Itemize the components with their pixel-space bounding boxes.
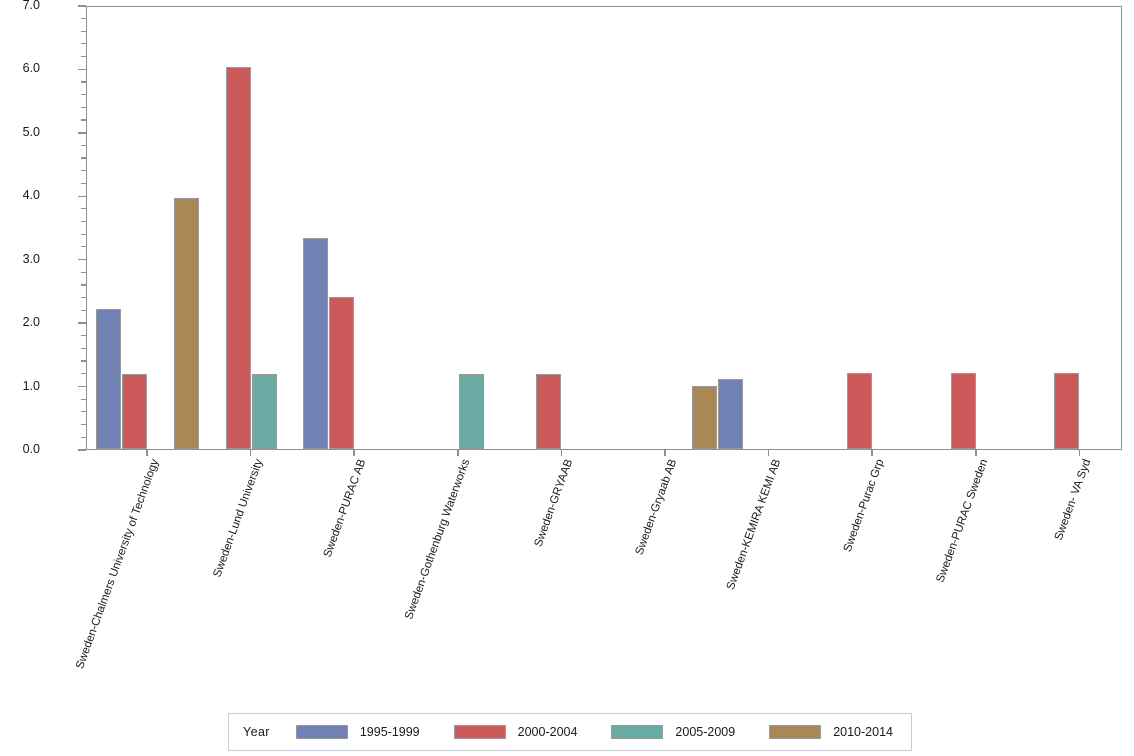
- y-axis-tick-minor: [81, 119, 86, 121]
- legend-entries: 1995-1999 2000-2004 2005-2009 2010-2014: [295, 725, 927, 739]
- y-axis-tick-minor: [81, 220, 86, 223]
- y-axis-tick-minor: [81, 144, 86, 146]
- y-axis-tick-major: [78, 322, 86, 324]
- x-axis-tick-label-text: Sweden-Lund University: [211, 457, 265, 579]
- x-axis-tick-label-text: Sweden-PURAC Sweden: [934, 457, 991, 585]
- y-axis-tick-minor: [81, 423, 86, 426]
- y-axis-tick-major: [78, 385, 86, 388]
- bars-layer: [87, 7, 1121, 449]
- bar: [536, 373, 562, 449]
- y-axis-tick-minor: [81, 17, 86, 20]
- y-axis-tick-label: 3.0: [22, 251, 40, 266]
- y-axis-tick-major: [78, 195, 86, 198]
- y-axis-tick-minor: [81, 411, 86, 413]
- y-axis-tick-major: [78, 5, 86, 7]
- x-axis-tick: [767, 450, 770, 456]
- x-axis-tick: [560, 450, 563, 456]
- x-axis-tick-label-text: Sweden- VA Syd: [1053, 457, 1094, 543]
- y-axis-tick-minor: [81, 373, 86, 375]
- y-axis-tick-label: 6.0: [22, 61, 40, 76]
- legend-swatch: [295, 725, 348, 739]
- x-axis-tick-label-text: Sweden-Purac Grp: [841, 457, 887, 554]
- bar: [847, 372, 873, 449]
- y-axis-tick-minor: [81, 347, 86, 349]
- legend-swatch: [769, 725, 822, 739]
- legend-entry[interactable]: 2000-2004: [453, 725, 578, 739]
- x-axis-tick: [664, 450, 666, 456]
- x-axis-tick-label-text: Sweden-Gothenburg Waterworks: [402, 457, 473, 622]
- legend-swatch: [611, 725, 664, 739]
- y-axis-tick-minor: [81, 233, 86, 235]
- x-axis-tick-label-text: Sweden-PURAC AB: [321, 457, 369, 560]
- y-axis-tick-major: [78, 449, 86, 451]
- x-axis-tick: [975, 450, 977, 456]
- y-axis-tick-minor: [81, 246, 86, 248]
- y-axis-tick-minor: [81, 182, 86, 185]
- legend-entry[interactable]: 1995-1999: [295, 725, 420, 739]
- bar: [251, 374, 277, 449]
- legend-label: 2010-2014: [833, 725, 893, 739]
- y-axis-tick-minor: [81, 81, 86, 83]
- y-axis-tick-label: 2.0: [22, 315, 40, 330]
- y-axis-tick-minor: [81, 271, 86, 273]
- x-axis-tick: [871, 450, 873, 456]
- y-axis-tick-label: 0.0: [22, 442, 40, 456]
- x-axis-tick: [1078, 450, 1081, 456]
- y-axis-tick-minor: [81, 30, 86, 32]
- y-axis-tick-minor: [81, 398, 86, 400]
- y-axis-tick-minor: [81, 208, 86, 210]
- bar: [225, 67, 251, 449]
- legend-swatch: [453, 725, 506, 739]
- x-axis-tick-label-text: Sweden-GRYAAB: [532, 457, 576, 549]
- y-axis-tick-label: 7.0: [22, 0, 40, 12]
- bar: [303, 238, 329, 449]
- chart-legend: Year 1995-1999 2000-2004 2005-2009 2010-201…: [228, 713, 912, 751]
- bar: [122, 373, 147, 449]
- y-axis-tick-minor: [81, 297, 86, 299]
- y-axis-tick-minor: [81, 157, 86, 159]
- bar: [96, 309, 121, 449]
- y-axis-tick-minor: [81, 360, 86, 362]
- bar: [692, 386, 717, 449]
- y-axis-tick-minor: [81, 55, 86, 58]
- legend-label: 1995-1999: [359, 725, 420, 739]
- x-axis-tick: [457, 450, 459, 456]
- bar: [1054, 372, 1080, 449]
- y-axis-tick-minor: [81, 335, 86, 337]
- y-axis-tick-major: [78, 68, 86, 71]
- plot-area: [86, 6, 1122, 450]
- legend-label: 2000-2004: [517, 725, 578, 739]
- legend-entry[interactable]: 2005-2009: [611, 725, 735, 739]
- y-axis-tick-major: [78, 132, 86, 134]
- y-axis-tick-minor: [81, 106, 86, 108]
- y-axis-tick-minor: [81, 94, 86, 96]
- x-axis-tick: [249, 450, 252, 456]
- x-axis-tick-label-text: Sweden-KEMIRA KEMI AB: [724, 457, 783, 592]
- legend-entry[interactable]: 2010-2014: [769, 725, 893, 739]
- y-axis-tick-minor: [81, 436, 86, 438]
- y-axis-tick-label: 5.0: [22, 124, 40, 139]
- x-axis-tick: [353, 450, 355, 456]
- bar: [950, 372, 976, 449]
- y-axis-tick-minor: [81, 170, 86, 172]
- y-axis-tick-label: 1.0: [22, 378, 40, 393]
- legend-title: Year: [243, 725, 270, 739]
- y-axis-tick-label: 4.0: [22, 188, 40, 203]
- bar: [458, 374, 484, 449]
- x-axis-tick-label-text: Sweden-Gryaab AB: [633, 457, 680, 557]
- y-axis-tick-minor: [81, 309, 86, 311]
- bar: [329, 296, 355, 449]
- y-axis-tick-minor: [81, 43, 86, 45]
- x-axis-tick: [146, 450, 148, 456]
- y-axis-tick-minor: [81, 284, 86, 286]
- legend-label: 2005-2009: [675, 725, 736, 739]
- x-axis-tick-label-text: Sweden-Chalmers University of Technology: [74, 457, 162, 671]
- bar: [174, 198, 199, 449]
- y-axis-tick-major: [78, 258, 86, 261]
- bar: [717, 378, 743, 449]
